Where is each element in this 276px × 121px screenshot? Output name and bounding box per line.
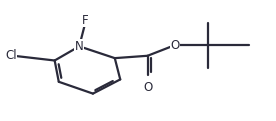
Text: F: F xyxy=(81,14,88,27)
Text: O: O xyxy=(143,81,152,94)
Text: Cl: Cl xyxy=(5,49,17,62)
Text: N: N xyxy=(75,40,84,53)
Text: O: O xyxy=(170,39,179,52)
